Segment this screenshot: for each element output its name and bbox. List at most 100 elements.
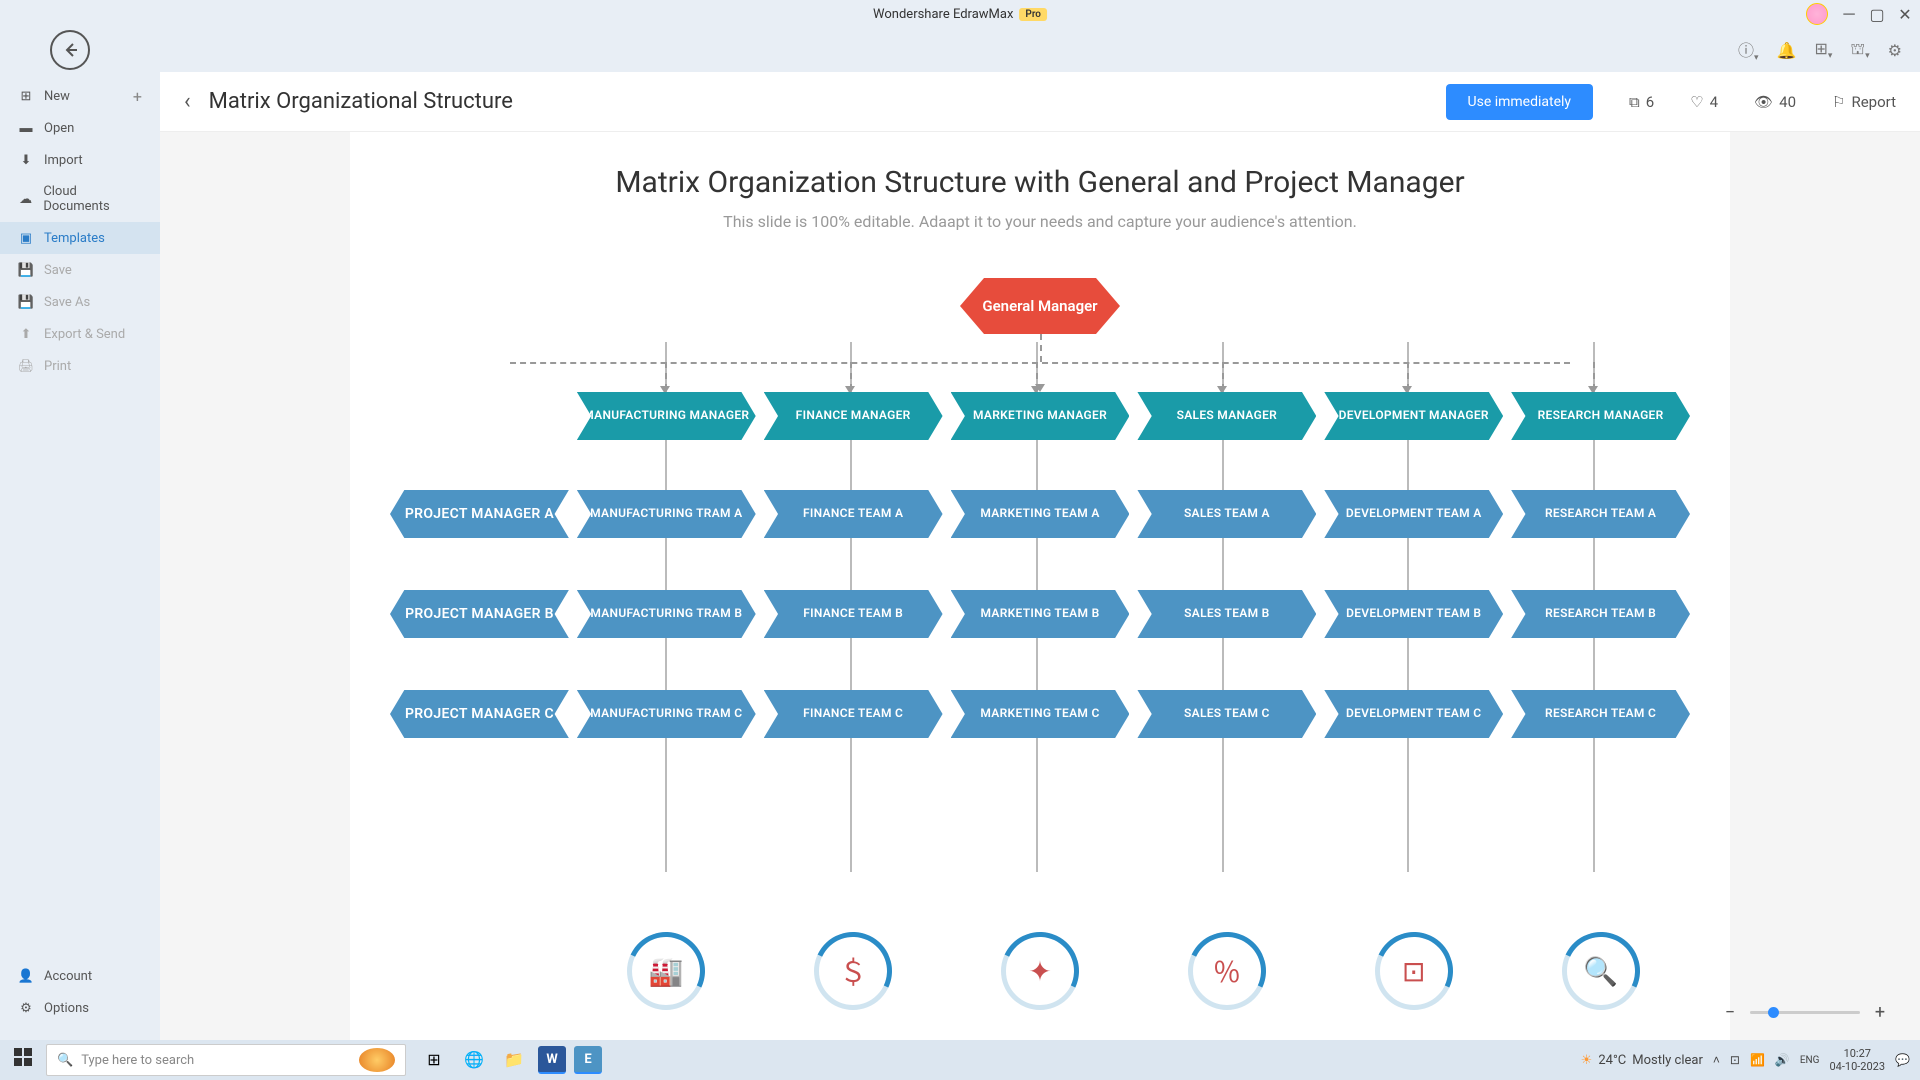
report-button[interactable]: ⚐Report bbox=[1832, 93, 1896, 111]
weather-widget[interactable]: ☀ 24°C Mostly clear bbox=[1581, 1053, 1703, 1068]
team-node[interactable]: DEVELOPMENT TEAM B bbox=[1324, 590, 1503, 638]
sidebar-item-templates[interactable]: ▣Templates bbox=[0, 222, 160, 254]
team-node[interactable]: MARKETING TEAM B bbox=[951, 590, 1130, 638]
sidebar-item-export[interactable]: ⬆Export & Send bbox=[0, 318, 160, 350]
manager-node[interactable]: RESEARCH MANAGER bbox=[1511, 392, 1690, 440]
folder-icon: ▬ bbox=[18, 120, 34, 136]
arrow-left-icon bbox=[60, 40, 80, 60]
team-node[interactable]: RESEARCH TEAM A bbox=[1511, 490, 1690, 538]
language-icon[interactable]: ENG bbox=[1800, 1055, 1820, 1066]
sidebar-item-print[interactable]: 🖨Print bbox=[0, 350, 160, 382]
general-manager-node[interactable]: General Manager bbox=[960, 278, 1120, 334]
sun-icon: ☀ bbox=[1581, 1053, 1593, 1068]
use-immediately-button[interactable]: Use immediately bbox=[1446, 84, 1594, 120]
back-chevron[interactable]: ‹ bbox=[184, 89, 191, 114]
app-name: Wondershare EdrawMax bbox=[873, 7, 1013, 22]
search-input[interactable]: 🔍 Type here to search bbox=[46, 1044, 406, 1076]
sidebar-item-open[interactable]: ▬ Open bbox=[0, 112, 160, 144]
team-node[interactable]: RESEARCH TEAM B bbox=[1511, 590, 1690, 638]
diagram-title: Matrix Organization Structure with Gener… bbox=[390, 162, 1690, 204]
cortana-icon bbox=[359, 1048, 395, 1072]
manager-node[interactable]: MARKETING MANAGER bbox=[951, 392, 1130, 440]
magnifier-icon: 🔍 bbox=[1562, 932, 1640, 1010]
bell-icon[interactable]: 🔔 bbox=[1777, 41, 1797, 60]
pm-node[interactable]: PROJECT MANAGER C bbox=[390, 690, 569, 738]
sidebar-item-save[interactable]: 💾Save bbox=[0, 254, 160, 286]
grid-icon[interactable]: ⊞▾ bbox=[1814, 39, 1832, 61]
task-view-icon[interactable]: ⊞ bbox=[418, 1044, 450, 1076]
word-icon[interactable]: W bbox=[538, 1046, 566, 1074]
team-node[interactable]: MANUFACTURING TRAM B bbox=[577, 590, 756, 638]
team-node[interactable]: FINANCE TEAM A bbox=[764, 490, 943, 538]
gear-icon: ⚙ bbox=[18, 1000, 34, 1016]
team-node[interactable]: SALES TEAM C bbox=[1137, 690, 1316, 738]
zoom-out-button[interactable]: − bbox=[1720, 1002, 1740, 1022]
plus-icon[interactable]: + bbox=[133, 87, 142, 106]
template-icon: ▣ bbox=[18, 230, 34, 246]
explorer-icon[interactable]: 📁 bbox=[498, 1044, 530, 1076]
team-node[interactable]: FINANCE TEAM C bbox=[764, 690, 943, 738]
volume-icon[interactable]: 🔊 bbox=[1775, 1053, 1790, 1067]
page-title: Matrix Organizational Structure bbox=[209, 89, 1428, 114]
back-button[interactable] bbox=[50, 30, 90, 70]
sidebar: ⊞ New + ▬ Open ⬇Import ☁ Cloud Documents ▣Te… bbox=[0, 72, 160, 1040]
sidebar-label: Cloud Documents bbox=[43, 184, 142, 214]
team-c-row: PROJECT MANAGER C MANUFACTURING TRAM C F… bbox=[390, 690, 1690, 738]
team-node[interactable]: MARKETING TEAM A bbox=[951, 490, 1130, 538]
maximize-button[interactable]: ▢ bbox=[1870, 7, 1884, 21]
sidebar-label: Save As bbox=[44, 295, 90, 310]
copies-stat[interactable]: ⧉6 bbox=[1629, 93, 1654, 111]
icon-row: 🏭 ＄ ✦ ％ ⊡ 🔍 bbox=[390, 932, 1690, 1010]
zoom-in-button[interactable]: + bbox=[1870, 1002, 1890, 1022]
pro-badge: Pro bbox=[1019, 8, 1047, 21]
notifications-icon[interactable]: 💬 bbox=[1895, 1053, 1910, 1067]
flag-icon: ⚐ bbox=[1832, 93, 1845, 111]
managers-row: MANUFACTURING MANAGER FINANCE MANAGER MA… bbox=[390, 392, 1690, 440]
team-node[interactable]: MANUFACTURING TRAM A bbox=[577, 490, 756, 538]
sidebar-item-saveas[interactable]: 💾Save As bbox=[0, 286, 160, 318]
gear-icon[interactable]: ⚙ bbox=[1888, 41, 1902, 60]
team-node[interactable]: RESEARCH TEAM C bbox=[1511, 690, 1690, 738]
clock[interactable]: 10:27 04-10-2023 bbox=[1830, 1047, 1886, 1073]
pm-node[interactable]: PROJECT MANAGER B bbox=[390, 590, 569, 638]
grid: MANUFACTURING MANAGER FINANCE MANAGER MA… bbox=[390, 392, 1690, 790]
zoom-slider[interactable] bbox=[1750, 1011, 1860, 1014]
sidebar-label: Save bbox=[44, 263, 72, 278]
team-node[interactable]: MANUFACTURING TRAM C bbox=[577, 690, 756, 738]
team-node[interactable]: DEVELOPMENT TEAM A bbox=[1324, 490, 1503, 538]
taskbar: 🔍 Type here to search ⊞ 🌐 📁 W E ☀ 24°C M… bbox=[0, 1040, 1920, 1080]
edge-icon[interactable]: 🌐 bbox=[458, 1044, 490, 1076]
close-button[interactable]: ✕ bbox=[1898, 7, 1912, 21]
gift-icon[interactable]: ⛫▾ bbox=[1850, 39, 1869, 61]
manager-node[interactable]: MANUFACTURING MANAGER bbox=[577, 392, 756, 440]
manager-node[interactable]: FINANCE MANAGER bbox=[764, 392, 943, 440]
team-node[interactable]: SALES TEAM A bbox=[1137, 490, 1316, 538]
sidebar-item-import[interactable]: ⬇Import bbox=[0, 144, 160, 176]
sidebar-label: Open bbox=[44, 121, 74, 136]
team-node[interactable]: SALES TEAM B bbox=[1137, 590, 1316, 638]
help-icon[interactable]: ⓘ▾ bbox=[1738, 37, 1759, 63]
copy-icon: ⧉ bbox=[1629, 93, 1640, 111]
canvas[interactable]: Matrix Organization Structure with Gener… bbox=[350, 132, 1730, 1040]
wifi-icon[interactable]: 📶 bbox=[1750, 1053, 1765, 1067]
pm-node[interactable]: PROJECT MANAGER A bbox=[390, 490, 569, 538]
sidebar-label: New bbox=[44, 89, 70, 104]
sidebar-item-new[interactable]: ⊞ New + bbox=[0, 80, 160, 112]
sidebar-item-options[interactable]: ⚙Options bbox=[0, 992, 160, 1024]
sidebar-item-cloud[interactable]: ☁ Cloud Documents bbox=[0, 176, 160, 222]
meet-now-icon[interactable]: ⊡ bbox=[1730, 1053, 1740, 1067]
manager-node[interactable]: DEVELOPMENT MANAGER bbox=[1324, 392, 1503, 440]
manager-node[interactable]: SALES MANAGER bbox=[1137, 392, 1316, 440]
avatar[interactable] bbox=[1806, 3, 1828, 25]
plus-square-icon: ⊞ bbox=[18, 88, 34, 104]
likes-stat[interactable]: ♡4 bbox=[1690, 93, 1718, 111]
edrawmax-icon[interactable]: E bbox=[574, 1046, 602, 1074]
team-node[interactable]: DEVELOPMENT TEAM C bbox=[1324, 690, 1503, 738]
cloud-icon: ☁ bbox=[18, 191, 33, 207]
start-button[interactable] bbox=[14, 1048, 38, 1072]
tray-chevron-icon[interactable]: ˄ bbox=[1713, 1053, 1720, 1067]
team-node[interactable]: MARKETING TEAM C bbox=[951, 690, 1130, 738]
team-node[interactable]: FINANCE TEAM B bbox=[764, 590, 943, 638]
sidebar-item-account[interactable]: 👤Account bbox=[0, 960, 160, 992]
minimize-button[interactable]: ─ bbox=[1842, 7, 1856, 21]
